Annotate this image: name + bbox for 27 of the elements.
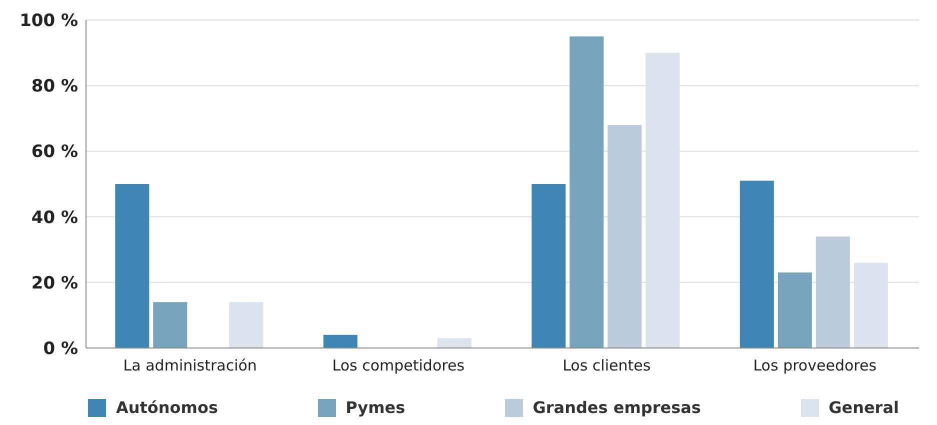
legend-label: General: [828, 398, 899, 417]
bar: [229, 302, 264, 348]
y-tick-label: 40 %: [31, 208, 78, 228]
x-tick-label: Los proveedores: [753, 356, 877, 375]
y-tick-label: 100 %: [20, 11, 78, 32]
bar: [816, 236, 850, 348]
y-tick-label: 20 %: [31, 273, 78, 294]
legend-label: Grandes empresas: [532, 398, 701, 417]
legend-label: Autónomos: [115, 398, 218, 417]
y-tick-label: 60 %: [31, 142, 78, 162]
bar: [854, 262, 888, 348]
x-tick-label: Los clientes: [562, 356, 651, 375]
bar: [740, 180, 774, 348]
bar: [437, 338, 472, 348]
bar: [646, 52, 680, 348]
x-tick-label: La administración: [123, 356, 257, 375]
bar: [532, 184, 566, 348]
bar: [115, 184, 150, 348]
bar: [778, 272, 812, 348]
y-tick-label: 80 %: [31, 76, 78, 97]
bar: [608, 124, 642, 348]
legend-label: Pymes: [344, 398, 406, 417]
bar: [153, 302, 188, 348]
x-tick-label: Los competidores: [332, 356, 465, 375]
bar: [570, 36, 604, 348]
bar: [323, 334, 358, 348]
y-tick-label: 0 %: [43, 339, 78, 360]
